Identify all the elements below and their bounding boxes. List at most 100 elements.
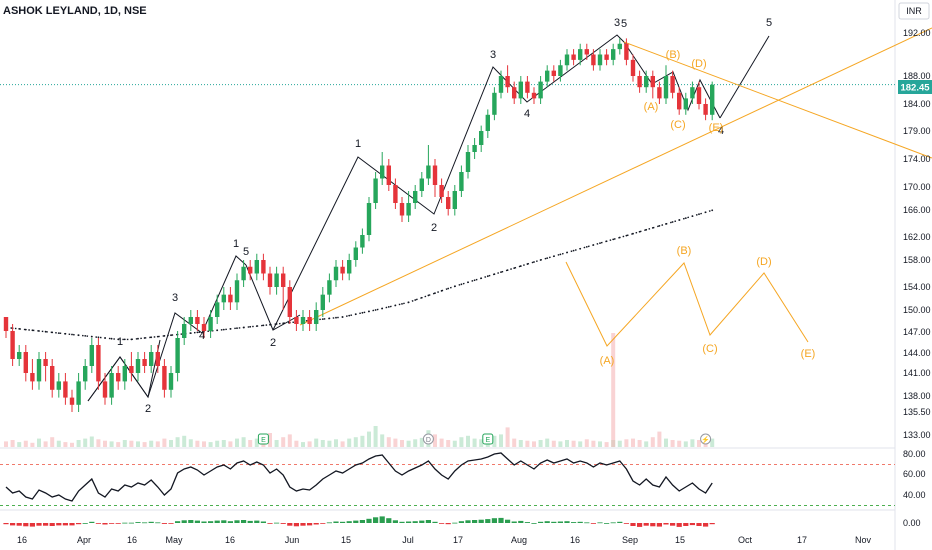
price-tick: 166.00 — [903, 205, 931, 215]
time-tick: Sep — [622, 535, 638, 545]
candle-body — [129, 366, 134, 373]
volume-bar — [380, 434, 385, 447]
price-tick: 130.50 — [903, 0, 931, 2]
volume-bar — [30, 442, 35, 447]
macd-bar — [366, 518, 372, 523]
candle-body — [294, 317, 299, 324]
volume-bar — [228, 441, 233, 447]
volume-bar — [664, 438, 668, 447]
wave-label: (E) — [801, 348, 816, 360]
wave-label: 2 — [431, 222, 437, 234]
volume-bar — [4, 441, 8, 447]
svg-text:E: E — [261, 437, 266, 444]
price-tick: 170.00 — [903, 182, 931, 192]
price-tick: 174.00 — [903, 154, 931, 164]
candle-body — [644, 76, 649, 88]
volume-bar — [419, 437, 424, 447]
candle-body — [419, 178, 424, 191]
volume-bar — [406, 440, 411, 447]
volume-bar — [598, 441, 602, 447]
candle-body — [195, 317, 200, 324]
volume-bar — [235, 438, 239, 447]
ma-dot — [71, 333, 73, 336]
macd-bar — [505, 519, 511, 523]
wave-label: 2 — [145, 403, 151, 415]
candle-body — [347, 260, 352, 274]
volume-bar — [624, 439, 629, 447]
volume-bar — [195, 440, 200, 447]
currency-box[interactable] — [898, 2, 930, 20]
candle-body — [479, 131, 484, 145]
candle-body — [50, 366, 55, 390]
volume-bar — [400, 440, 404, 447]
candle-body — [327, 280, 332, 295]
macd-bar — [208, 521, 214, 523]
wave-label: (D) — [756, 256, 771, 268]
volume-bar — [584, 439, 589, 447]
candle-body — [76, 381, 81, 405]
macd-bar — [128, 522, 134, 524]
candle-body — [162, 366, 167, 390]
time-tick: Aug — [511, 535, 527, 545]
macd-bar — [531, 523, 537, 524]
candle-body — [149, 352, 154, 366]
candle-body — [485, 114, 490, 131]
volume-bar — [182, 435, 187, 447]
rsi-line — [5, 452, 713, 502]
candle-body — [287, 287, 292, 317]
time-tick: Jun — [285, 535, 300, 545]
candle-body — [611, 49, 616, 60]
grid — [0, 0, 896, 550]
candle-body — [657, 87, 662, 99]
candle-body — [175, 338, 180, 373]
event-marker[interactable]: D — [422, 433, 434, 445]
time-tick: 16 — [570, 535, 580, 545]
wave-label: 3 — [614, 17, 620, 29]
volume-bar — [202, 441, 206, 447]
macd-bar — [168, 523, 174, 524]
price-tick: 188.00 — [903, 71, 931, 81]
axes: 192.00188.00184.00179.00174.00170.00166.… — [17, 0, 931, 545]
macd-bar — [630, 523, 636, 526]
macd-bar — [425, 520, 431, 523]
candle-body — [234, 280, 240, 303]
candle-body — [43, 359, 48, 366]
candle-body — [472, 145, 477, 152]
macd-pane — [3, 516, 715, 527]
macd-bar — [175, 521, 181, 523]
event-marker[interactable]: ⚡ — [700, 433, 712, 445]
volume-bar — [578, 441, 583, 447]
ma-dot — [374, 309, 377, 311]
volume-bar — [492, 435, 497, 447]
candle-body — [604, 54, 609, 60]
volume-bar — [591, 440, 596, 447]
candle-body — [17, 352, 22, 359]
candle-body — [155, 352, 160, 366]
event-marker[interactable]: E — [257, 433, 269, 445]
volume-bar — [63, 442, 68, 447]
macd-bar — [670, 523, 676, 526]
volume-bar — [142, 442, 147, 447]
candle-body — [663, 76, 669, 99]
trendline-lower — [623, 41, 932, 159]
price-tick: 184.00 — [903, 99, 931, 109]
candle-body — [261, 260, 266, 274]
macd-bar — [346, 521, 352, 523]
volume-bar — [307, 441, 312, 447]
event-marker[interactable]: E — [482, 433, 494, 445]
price-tick: 133.00 — [903, 430, 931, 440]
candle-body — [83, 366, 88, 382]
candle-body — [208, 317, 213, 331]
ma-dot — [123, 338, 126, 341]
macd-bar — [406, 521, 412, 523]
volume-bar — [683, 441, 688, 447]
volume-bar — [459, 437, 464, 447]
volume-bar — [518, 440, 523, 447]
macd-bar — [320, 523, 326, 524]
macd-bar — [498, 517, 504, 523]
rsi-pane — [0, 452, 895, 506]
volume-bar — [433, 434, 437, 447]
candle-body — [459, 172, 464, 191]
